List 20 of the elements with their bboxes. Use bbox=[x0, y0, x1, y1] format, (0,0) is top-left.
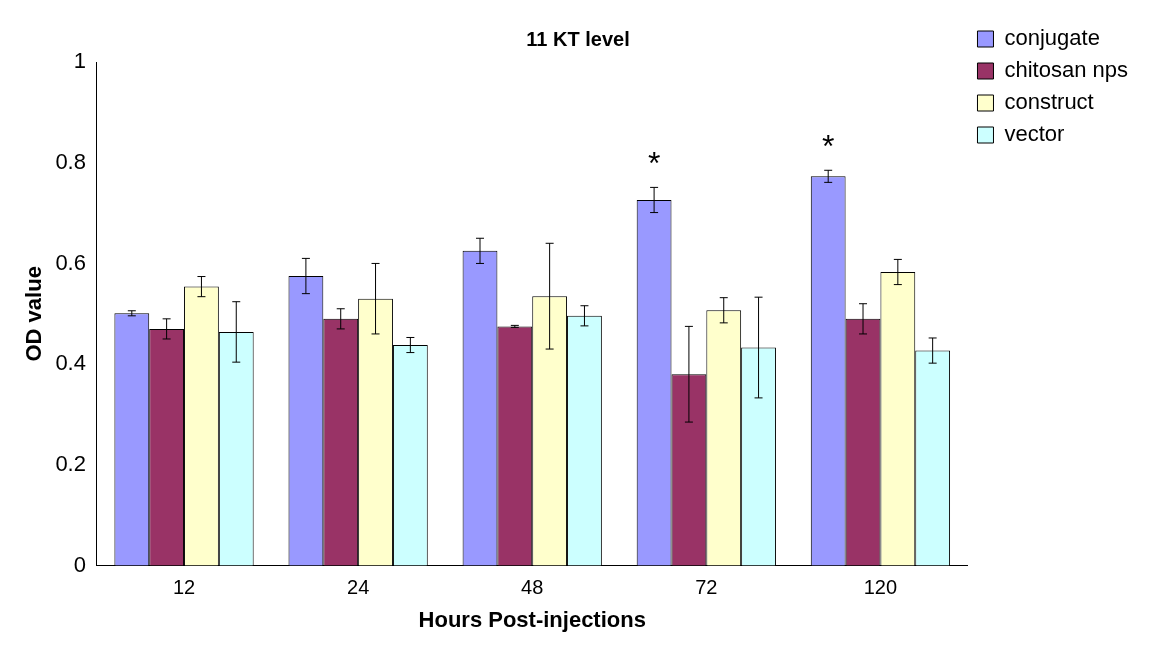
legend-label: chitosan nps bbox=[1004, 57, 1129, 83]
legend-label: construct bbox=[1004, 89, 1094, 115]
x-tick-label: 120 bbox=[863, 576, 898, 599]
legend-label: conjugate bbox=[1004, 25, 1100, 51]
y-tick-label: 1 bbox=[73, 48, 86, 74]
y-tick-label: 0.6 bbox=[55, 249, 86, 275]
y-axis-title: OD value bbox=[21, 266, 47, 362]
x-tick-label: 48 bbox=[521, 576, 544, 599]
y-tick-label: 0.2 bbox=[55, 450, 86, 476]
chart-title: 11 KT level bbox=[526, 27, 630, 50]
x-tick-label: 12 bbox=[172, 576, 196, 599]
data-label: * bbox=[647, 145, 661, 182]
y-tick-label: 0.8 bbox=[55, 148, 86, 174]
x-tick-label: 24 bbox=[347, 576, 370, 599]
data-label: * bbox=[821, 128, 835, 165]
x-axis-title: Hours Post-injections bbox=[418, 606, 646, 632]
y-tick-label: 0.4 bbox=[55, 350, 86, 376]
x-tick-label: 72 bbox=[695, 576, 718, 599]
y-tick-label: 0 bbox=[73, 551, 86, 577]
legend-label: vector bbox=[1004, 121, 1065, 147]
